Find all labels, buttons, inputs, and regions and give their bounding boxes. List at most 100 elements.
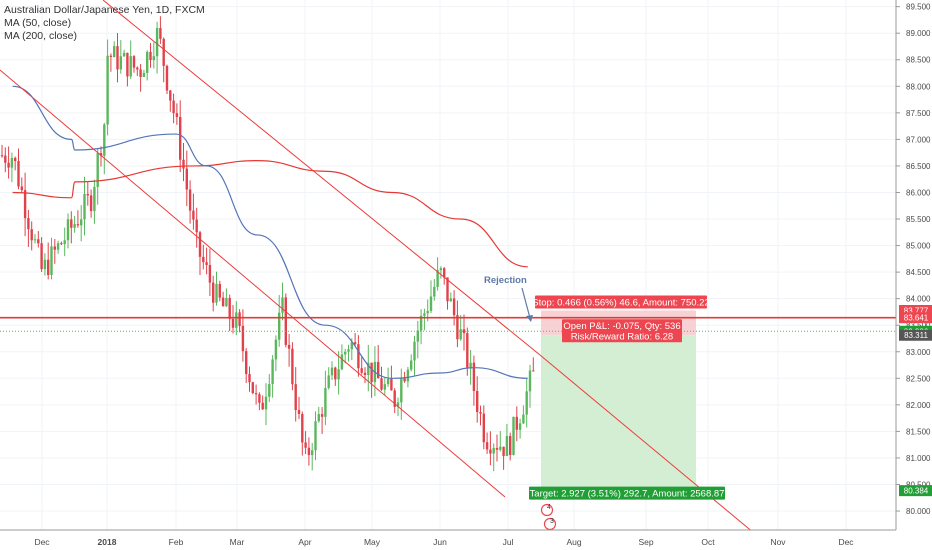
- x-tick-label: Jul: [503, 537, 514, 547]
- candle-body: [436, 270, 439, 287]
- event-marker-label: 3: [550, 518, 554, 525]
- candle-body: [7, 162, 10, 168]
- candle-body: [532, 370, 535, 372]
- y-tick-label: 85.000: [906, 242, 931, 251]
- candle-body: [185, 168, 188, 190]
- candle-body: [297, 410, 301, 415]
- price-tag: 83.777: [899, 305, 932, 317]
- candle-body: [360, 368, 363, 373]
- candle-body: [106, 55, 109, 125]
- candle-body: [320, 414, 324, 417]
- candle-body: [47, 259, 50, 275]
- candle-body: [221, 297, 225, 307]
- candle-body: [139, 69, 142, 78]
- x-tick-label: Mar: [230, 537, 245, 547]
- candle-body: [281, 297, 284, 313]
- candle-body: [73, 224, 76, 228]
- candle-body: [113, 46, 116, 57]
- candle-body: [0, 155, 4, 157]
- y-tick-label: 84.000: [906, 295, 931, 304]
- candle-body: [37, 239, 40, 244]
- candle-body: [235, 312, 238, 328]
- candle-body: [518, 423, 522, 430]
- candle-body: [340, 354, 344, 370]
- y-tick-label: 87.000: [906, 135, 931, 144]
- candle-body: [456, 315, 459, 340]
- legend-ma50: MA (50, close): [4, 17, 72, 29]
- candle-body: [324, 387, 327, 417]
- candle-body: [261, 402, 264, 410]
- y-tick-label: 81.500: [906, 427, 931, 436]
- candle-body: [509, 436, 512, 456]
- candle-body: [238, 312, 241, 326]
- y-tick-label: 82.500: [906, 374, 931, 383]
- candle-body: [215, 283, 218, 303]
- x-tick-label: May: [364, 537, 381, 547]
- y-tick-label: 88.000: [906, 82, 931, 91]
- candle-body: [393, 390, 396, 407]
- candle-body: [80, 219, 83, 226]
- target-label: Target: 2.927 (3.51%) 292.7, Amount: 256…: [529, 486, 725, 500]
- candle-body: [195, 219, 198, 233]
- candle-body: [482, 413, 485, 443]
- candle-body: [479, 412, 482, 414]
- rejection-arrow: [521, 287, 531, 319]
- candle-body: [271, 359, 274, 385]
- y-tick-label: 86.500: [906, 162, 931, 171]
- event-marker-label: 4: [547, 504, 551, 511]
- y-tick-label: 87.500: [906, 109, 931, 118]
- candle-body: [370, 362, 373, 383]
- candle-body: [278, 312, 281, 340]
- candle-body: [291, 348, 294, 385]
- x-tick-label: Apr: [298, 537, 311, 547]
- price-tag-text: 83.311: [904, 331, 928, 340]
- x-tick-label: Dec: [838, 537, 854, 547]
- candle-body: [350, 342, 353, 350]
- candle-body: [208, 265, 212, 283]
- price-tag-bg: [899, 485, 932, 497]
- candle-body: [525, 391, 528, 415]
- candle-body: [429, 296, 433, 311]
- trendline-upper: [102, 0, 541, 356]
- price-tag: 83.311: [899, 329, 932, 341]
- candle-body: [380, 378, 383, 390]
- candle-body: [357, 344, 360, 369]
- candle-body: [212, 282, 215, 303]
- candle-body: [499, 446, 502, 450]
- x-tick-label: Sep: [638, 537, 653, 547]
- candle-body: [63, 240, 66, 245]
- candle-body: [241, 325, 245, 352]
- target-zone: [541, 335, 696, 491]
- candle-body: [248, 373, 251, 383]
- candle-body: [495, 447, 499, 450]
- candle-body: [492, 447, 495, 454]
- y-tick-label: 80.500: [906, 480, 931, 489]
- candle-body: [317, 414, 320, 422]
- candle-body: [264, 396, 268, 410]
- x-tick-label: Dec: [34, 537, 50, 547]
- candle-body: [377, 361, 380, 379]
- candle-body: [459, 329, 462, 340]
- candle-body: [344, 351, 347, 355]
- price-tag-text: 83.777: [904, 307, 929, 316]
- candle-body: [423, 313, 426, 316]
- stop-label: Stop: 0.466 (0.56%) 46.6, Amount: 750.22: [532, 295, 710, 309]
- candle-body: [175, 113, 179, 118]
- y-tick-label: 88.500: [906, 56, 931, 65]
- candle-body: [116, 46, 119, 70]
- candle-body: [10, 157, 14, 168]
- candle-body: [287, 344, 291, 349]
- candle-body: [268, 384, 271, 397]
- candle-body: [198, 232, 202, 257]
- candle-body: [86, 193, 89, 196]
- candle-body: [66, 219, 70, 241]
- candle-body: [254, 393, 258, 395]
- y-tick-label: 89.000: [906, 29, 931, 38]
- trendline-projection: [539, 354, 773, 549]
- candle-body: [159, 28, 162, 39]
- candle-body: [33, 239, 37, 241]
- candle-body: [20, 186, 23, 191]
- x-tick-label: 2018: [98, 537, 117, 547]
